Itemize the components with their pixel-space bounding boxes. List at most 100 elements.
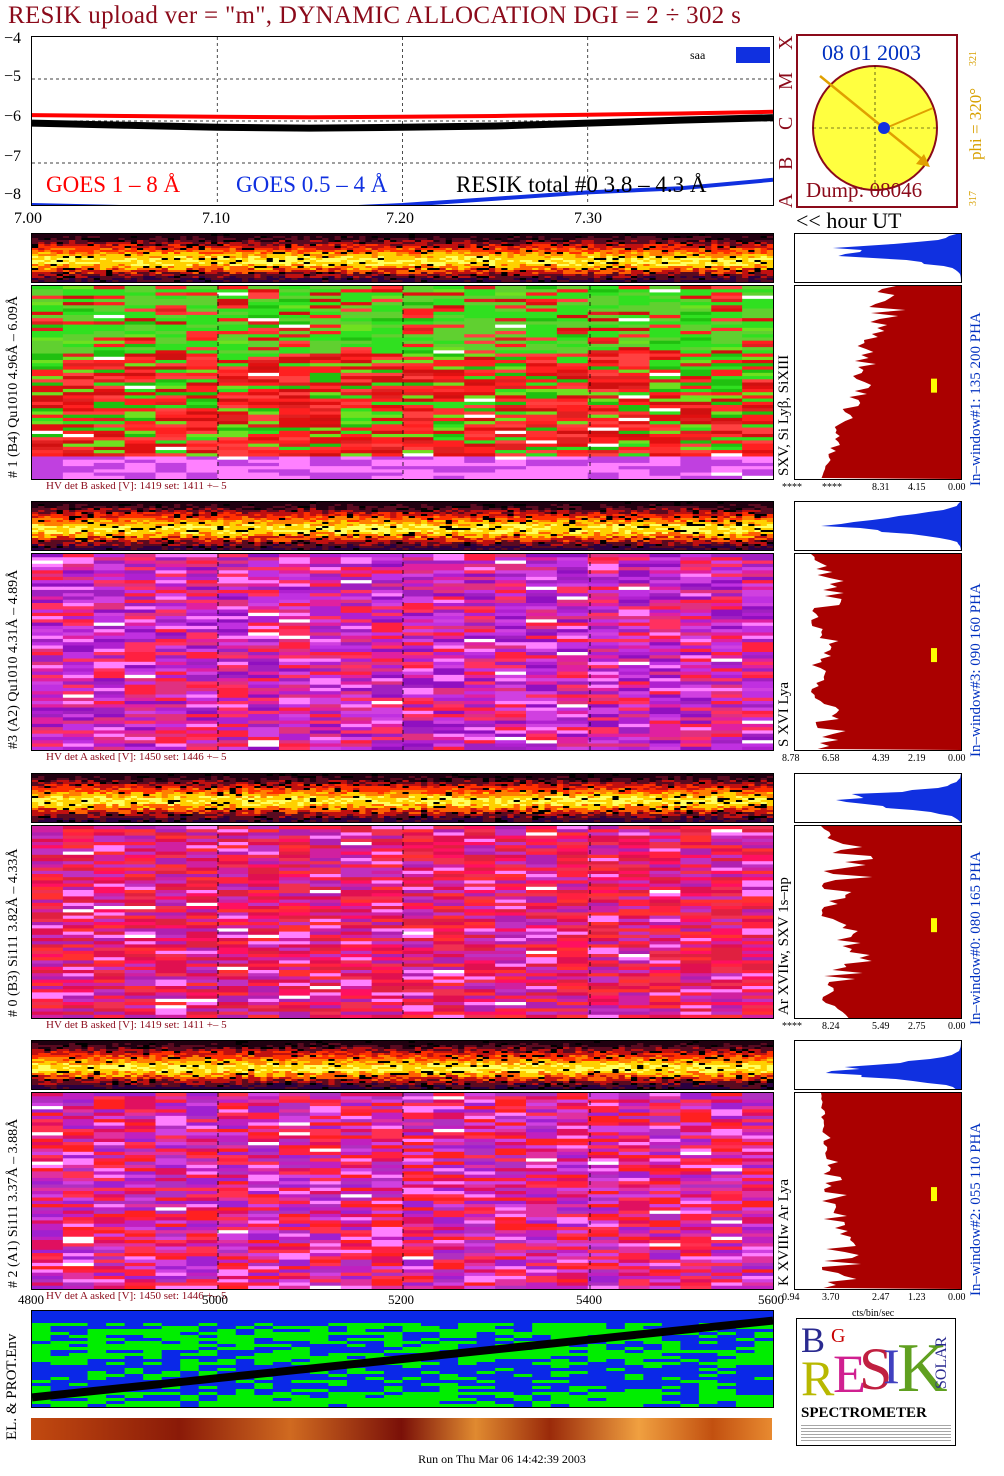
detector-left-label: #3 (A2) Qu1010 4.31Å – 4.89Å (6, 569, 21, 749)
spectrum-main-panel (31, 285, 774, 480)
class-letter: B (775, 156, 797, 170)
class-letter: M (775, 72, 797, 90)
pha-tick-label: 2.19 (908, 753, 926, 764)
env-y-label: EL. & PROT.Env (4, 1333, 20, 1440)
series-line (32, 114, 773, 132)
spectrum-main-panel (31, 825, 774, 1019)
spectrum-top-strip (31, 501, 774, 551)
hv-label: HV det B asked [V]: 1419 set: 1411 +– 5 (46, 480, 227, 492)
detector-line-label: SXV, Si Lyβ, SiXIII (776, 354, 792, 476)
spectrum-top-strip (31, 1040, 774, 1090)
spectrum-main-panel (31, 1092, 774, 1290)
spectrum-top-heatmap (32, 502, 773, 550)
series-line (32, 109, 773, 120)
spectrum-top-strip (31, 233, 774, 283)
y-tick-label: −7 (4, 148, 22, 165)
x-tick-label: 5200 (388, 1292, 414, 1307)
goes-lightcurve-chart (32, 37, 773, 205)
pha-tick-label: **** (822, 482, 842, 493)
logo-letter: G (831, 1325, 846, 1347)
cts-label: cts/bin/sec (852, 1308, 895, 1319)
in-window-label: In–window#1: 135 200 PHA (968, 312, 984, 486)
saa-label: saa (690, 48, 706, 62)
goes-lightcurve-panel (31, 36, 774, 206)
resik-logo: B R G E S I K SOLAR SPECTROMETER (796, 1318, 956, 1446)
logo-letter: R (801, 1350, 835, 1406)
detector-line-label: S XVI Lya (776, 682, 792, 747)
pha-tick-label: 8.24 (822, 1021, 840, 1032)
detector-line-label: K XVIIIw Ar Lya (776, 1178, 792, 1286)
pha-tick-label: 1.23 (908, 1292, 926, 1303)
pha-tick-label: **** (782, 482, 802, 493)
series-line (32, 177, 773, 205)
env-strip (31, 1418, 772, 1440)
x-tick-label: 7.10 (202, 210, 230, 227)
pha-histogram-small (794, 1040, 962, 1090)
in-window-label: In–window#3: 090 160 PHA (968, 583, 984, 757)
pha-histogram-small-chart (836, 774, 961, 822)
pha-histogram-large-chart (811, 554, 961, 750)
spectrum-main-heatmap (32, 286, 773, 479)
pha-histogram-small (794, 501, 962, 551)
y-tick-label: −8 (4, 186, 22, 203)
spectrum-main-panel (31, 553, 774, 751)
detector-left-label: # 0 (B3) Si111 3.82Å – 4.33Å (6, 848, 21, 1017)
spectrum-top-strip (31, 773, 774, 823)
pha-histogram-large (794, 285, 962, 480)
in-window-label: In–window#0: 080 165 PHA (968, 851, 984, 1025)
pha-histogram-small-chart (832, 234, 961, 282)
x-tick-label: 5400 (576, 1292, 602, 1307)
detector-left-label: # 1 (B4) Qu1010 4.96Å – 6.09Å (6, 296, 21, 478)
class-letter: X (775, 35, 797, 50)
phi-label: phi = 320° (966, 87, 985, 160)
spectrum-top-heatmap (32, 774, 773, 822)
pha-histogram-small (794, 773, 962, 823)
pha-histogram-large-chart (821, 1093, 961, 1289)
pha-tick-label: 0.94 (782, 1292, 800, 1303)
sun-date-label: 08 01 2003 (822, 40, 921, 65)
logo-letter: I (883, 1338, 900, 1394)
sun-disk-icon (812, 65, 938, 191)
spectrum-top-heatmap (32, 234, 773, 282)
pha-tick-label: 0.00 (948, 1292, 966, 1303)
hv-label: HV det B asked [V]: 1419 set: 1411 +– 5 (46, 1019, 227, 1031)
spectrum-main-heatmap (32, 1093, 773, 1289)
in-window-label: In–window#2: 055 110 PHA (968, 1122, 984, 1296)
logo-letter: E (833, 1344, 866, 1404)
page-title: RESIK upload ver = "m", DYNAMIC ALLOCATI… (8, 2, 742, 29)
pha-histogram-large (794, 1092, 962, 1290)
hv-label: HV det A asked [V]: 1450 set: 1446 +– 5 (46, 751, 227, 763)
logo-letter: K (897, 1330, 948, 1407)
pha-tick-label: 4.39 (872, 753, 890, 764)
pha-tick-label: 2.75 (908, 1021, 926, 1032)
pha-tick-label: 6.58 (822, 753, 840, 764)
logo-caption: SPECTROMETER (801, 1405, 927, 1421)
time-x-ticks: 7.00 7.10 7.20 7.30 (0, 210, 790, 234)
x-tick-label: 7.00 (14, 210, 42, 227)
spectrum-main-heatmap (32, 554, 773, 750)
pha-histogram-large-chart (821, 826, 961, 1018)
pha-tick-label: 0.00 (948, 482, 966, 493)
hour-ut-label: << hour UT (796, 208, 902, 233)
goes-class-letters: X M C B A (773, 26, 797, 216)
pha-tick-label: 8.78 (782, 753, 800, 764)
pha-tick-label: 5.49 (872, 1021, 890, 1032)
pha-tick-label: 0.00 (948, 753, 966, 764)
detector-line-label: Ar XVIIw, SXV 1s–np (776, 877, 792, 1015)
pha-histogram-small-chart (821, 502, 961, 550)
spectrum-top-heatmap (32, 1041, 773, 1089)
env-panel (31, 1310, 774, 1408)
env-chart (32, 1311, 773, 1407)
pha-histogram-large-chart (821, 286, 961, 479)
x-tick-label: 7.20 (386, 210, 414, 227)
pha-tick-label: 0.00 (948, 1021, 966, 1032)
x-tick-label: 5600 (758, 1292, 784, 1307)
phi-bottom-label: 317 (968, 191, 979, 206)
env-x-ticks: 4800 5000 5200 5400 5600 (0, 1292, 790, 1310)
logo-letter: S (859, 1336, 893, 1402)
class-letter: A (775, 193, 797, 208)
x-tick-label: 7.30 (574, 210, 602, 227)
pha-tick-label: 8.31 (872, 482, 890, 493)
x-tick-label: 4800 (18, 1292, 44, 1307)
pha-histogram-small (794, 233, 962, 283)
